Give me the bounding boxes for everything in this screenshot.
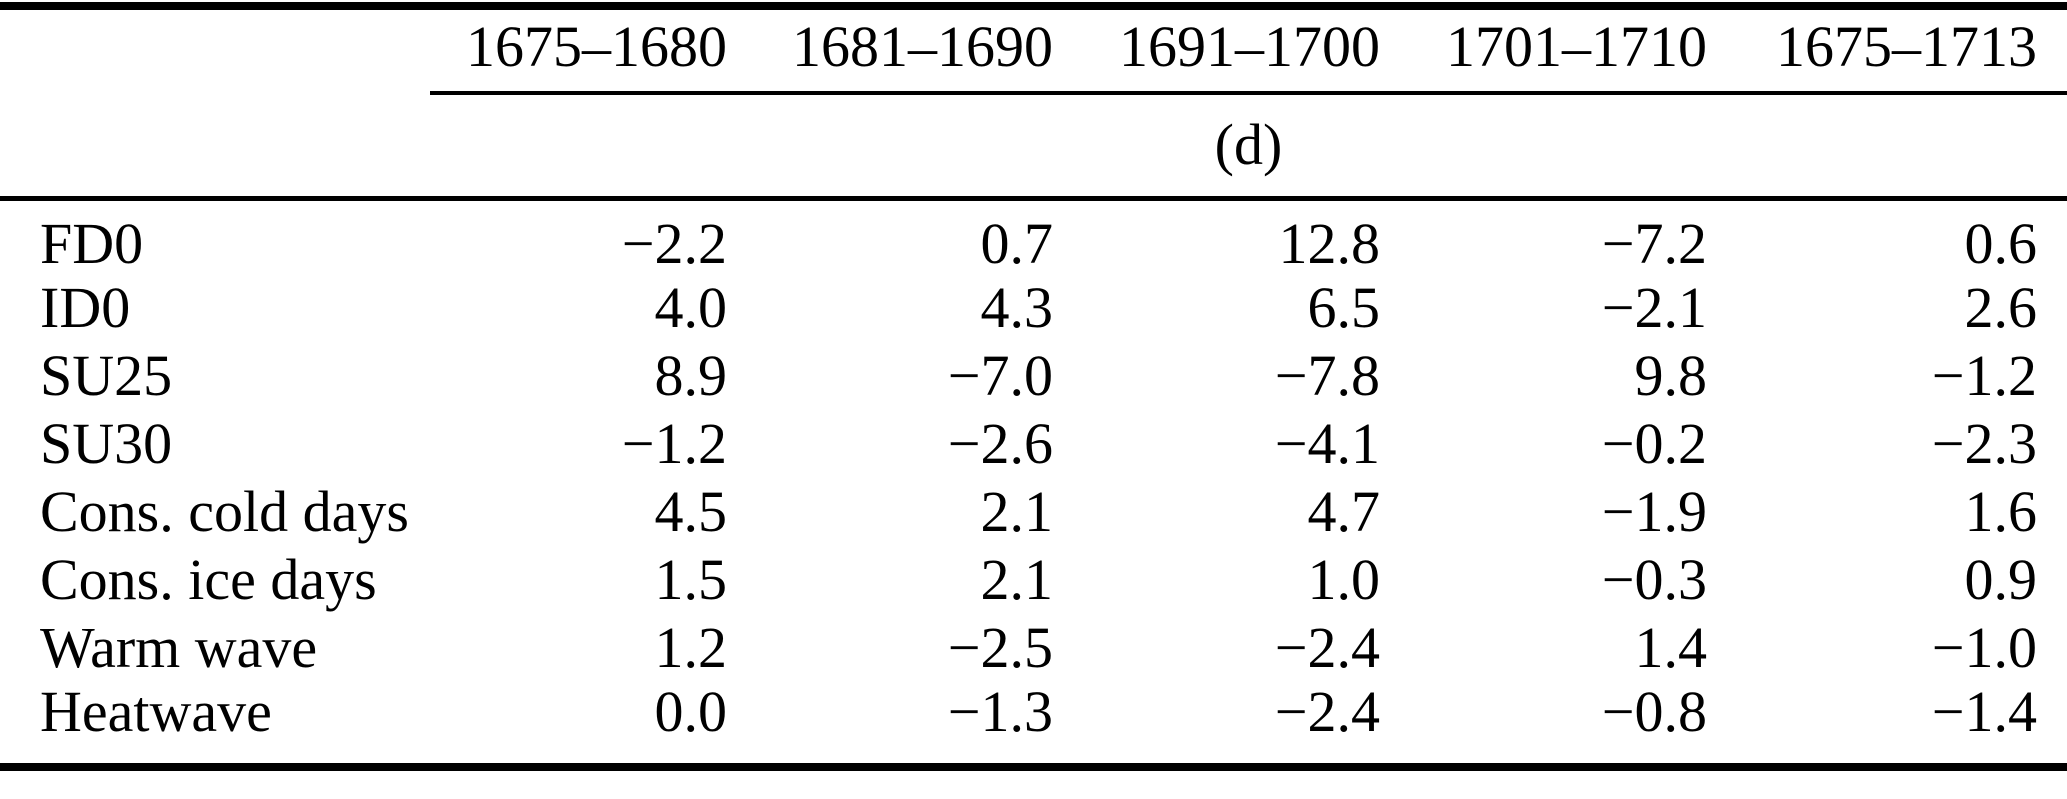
cell-value: 0.6	[1964, 210, 2038, 274]
unit-spacer-cell	[0, 93, 430, 201]
cell-value: −2.4	[1274, 681, 1380, 744]
cell-value: −0.3	[1601, 546, 1707, 612]
cell-value: 1.2	[654, 614, 728, 680]
cell-value: 4.3	[980, 274, 1054, 340]
row-label: Cons. ice days	[40, 546, 377, 612]
table-row: Cons. cold days 4.5 2.1 4.7 −1.9 1.6	[0, 478, 2067, 546]
column-header: 1675–1713	[1737, 6, 2067, 95]
row-label: SU30	[40, 410, 173, 476]
cell-value: −7.0	[947, 342, 1053, 408]
cell-value: −2.6	[947, 410, 1053, 476]
cell-value: −2.4	[1274, 614, 1380, 680]
table-row: SU25 8.9 −7.0 −7.8 9.8 −1.2	[0, 342, 2067, 410]
cell-value: 1.4	[1634, 614, 1708, 680]
climate-indices-table: 1675–1680 1681–1690 1691–1700 1701–1710 …	[0, 2, 2067, 771]
column-header: 1701–1710	[1410, 6, 1737, 95]
cell-value: −7.8	[1274, 342, 1380, 408]
period-header-row: 1675–1680 1681–1690 1691–1700 1701–1710 …	[0, 6, 2067, 95]
cell-value: −1.0	[1931, 614, 2037, 680]
cell-value: 0.9	[1964, 546, 2038, 612]
cell-value: 4.7	[1307, 478, 1381, 544]
cell-value: −2.5	[947, 614, 1053, 680]
header-spacer-cell	[0, 6, 430, 93]
cell-value: 2.6	[1964, 274, 2038, 340]
table-row: Heatwave 0.0 −1.3 −2.4 −0.8 −1.4	[0, 682, 2067, 767]
row-label: Cons. cold days	[40, 478, 409, 544]
table-row: ID0 4.0 4.3 6.5 −2.1 2.6	[0, 274, 2067, 342]
cell-value: −1.2	[1931, 342, 2037, 408]
row-label: Heatwave	[40, 681, 272, 744]
cell-value: −1.9	[1601, 478, 1707, 544]
table-row: Cons. ice days 1.5 2.1 1.0 −0.3 0.9	[0, 546, 2067, 614]
cell-value: 2.1	[980, 478, 1054, 544]
row-label: Warm wave	[40, 614, 318, 680]
cell-value: −7.2	[1601, 210, 1707, 274]
cell-value: −2.3	[1931, 410, 2037, 476]
cell-value: −2.1	[1601, 274, 1707, 340]
row-label: FD0	[40, 210, 144, 274]
cell-value: 1.6	[1964, 478, 2038, 544]
cell-value: −4.1	[1274, 410, 1380, 476]
cell-value: −1.3	[947, 681, 1053, 744]
column-header: 1691–1700	[1083, 6, 1410, 95]
row-label: ID0	[40, 274, 131, 340]
cell-value: −0.8	[1601, 681, 1707, 744]
table-row: Warm wave 1.2 −2.5 −2.4 1.4 −1.0	[0, 614, 2067, 682]
cell-value: 0.7	[980, 210, 1054, 274]
cell-value: 2.1	[980, 546, 1054, 612]
row-label: SU25	[40, 342, 173, 408]
cell-value: 4.0	[654, 274, 728, 340]
cell-value: 8.9	[654, 342, 728, 408]
cell-value: 9.8	[1634, 342, 1708, 408]
column-header: 1681–1690	[757, 6, 1083, 95]
cell-value: 0.0	[654, 681, 728, 744]
table-row: SU30 −1.2 −2.6 −4.1 −0.2 −2.3	[0, 410, 2067, 478]
cell-value: −1.4	[1931, 681, 2037, 744]
column-header: 1675–1680	[430, 6, 757, 95]
unit-header-row: (d)	[0, 93, 2067, 201]
cell-value: −2.2	[621, 210, 727, 274]
cell-value: −0.2	[1601, 410, 1707, 476]
cell-value: 6.5	[1307, 274, 1381, 340]
cell-value: 12.8	[1278, 210, 1381, 274]
cell-value: −1.2	[621, 410, 727, 476]
unit-header: (d)	[430, 93, 2067, 201]
cell-value: 1.0	[1307, 546, 1381, 612]
cell-value: 1.5	[654, 546, 728, 612]
cell-value: 4.5	[654, 478, 728, 544]
table-row: FD0 −2.2 0.7 12.8 −7.2 0.6	[0, 198, 2067, 274]
